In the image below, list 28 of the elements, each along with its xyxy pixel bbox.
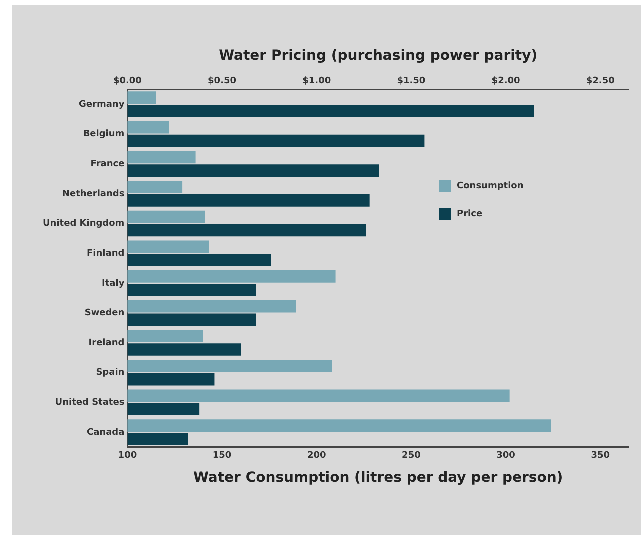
y-tick-label: Netherlands (62, 189, 125, 200)
y-tick-label: Canada (87, 428, 125, 438)
x2-tick-label: $1.00 (302, 76, 332, 87)
y-tick-label: Ireland (88, 338, 125, 348)
x2-tick-label: $1.50 (397, 76, 426, 87)
x-axis-title: Water Consumption (litres per day per person) (193, 470, 564, 486)
y-tick-label: United Kingdom (42, 219, 125, 230)
x2-tick-label: $0.00 (113, 76, 142, 87)
x2-tick-label: $2.00 (492, 76, 520, 87)
x-tick-label: 150 (212, 451, 232, 462)
y-tick-label: France (90, 159, 125, 170)
y-tick-label: Germany (79, 100, 125, 110)
x-tick-label: 300 (496, 451, 516, 462)
x2-axis-title: Water Pricing (purchasing power parity) (219, 48, 538, 64)
y-tick-label: Finland (87, 248, 125, 259)
y-tick-label: Sweden (84, 308, 125, 319)
x-tick-label: 100 (118, 451, 138, 462)
x-tick-label: 200 (307, 451, 326, 462)
legend-label: Consumption (457, 182, 524, 192)
x2-tick-label: $2.50 (586, 76, 615, 87)
y-tick-label: Belgium (83, 130, 125, 140)
x-tick-label: 350 (591, 451, 610, 462)
y-tick-label: Italy (102, 278, 125, 289)
y-tick-label: United States (55, 398, 125, 408)
y-tick-label: Spain (96, 368, 125, 378)
x-tick-label: 250 (402, 451, 421, 462)
x2-tick-label: $0.50 (208, 76, 237, 87)
legend-label: Price (457, 210, 483, 220)
